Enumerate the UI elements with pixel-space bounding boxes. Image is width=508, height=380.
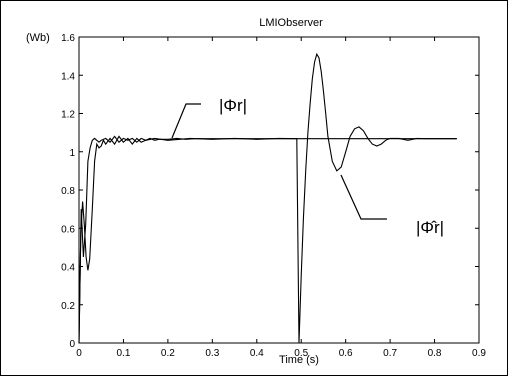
y-tick-label: 1.4 xyxy=(61,71,75,82)
series-line-1 xyxy=(78,52,457,344)
y-tick-label: 0 xyxy=(69,339,75,350)
x-tick-label: 0.9 xyxy=(472,348,486,359)
axes-box xyxy=(78,36,480,344)
x-tick-label: 0.3 xyxy=(205,348,219,359)
y-tick-label: 1.2 xyxy=(61,110,75,121)
chart-title: LMIObserver xyxy=(259,17,323,29)
annotation-pointer-phi-hat-r xyxy=(340,174,387,220)
annotation-pointer-phi-r xyxy=(171,103,201,139)
y-tick-label: 1.6 xyxy=(61,33,75,44)
y-axis-label: (Wb) xyxy=(26,32,50,44)
y-tick-label: 0.4 xyxy=(61,263,75,274)
x-tick-label: 0.5 xyxy=(294,348,308,359)
y-tick-label: 0.6 xyxy=(61,224,75,235)
y-tick-label: 0.2 xyxy=(61,301,75,312)
y-tick-label: 0.8 xyxy=(61,186,75,197)
x-axis-label: Time (s) xyxy=(279,354,319,366)
annotation-phi-r: |Φr| xyxy=(219,96,247,115)
x-tick-label: 0.7 xyxy=(383,348,397,359)
y-tick-label: 1 xyxy=(69,148,75,159)
plot-area: 0 0.1 0.2 0.3 0.4 0.5 0.6 0.7 0.8 0.9 0 0.2 0.4 0.6 0.… xyxy=(61,33,486,359)
x-tick-label: 0 xyxy=(76,348,82,359)
x-tick-label: 0.6 xyxy=(339,348,353,359)
x-tick-label: 0.1 xyxy=(116,348,130,359)
x-tick-label: 0.4 xyxy=(250,348,264,359)
x-tick-label: 0.2 xyxy=(161,348,175,359)
x-tick-label: 0.8 xyxy=(428,348,442,359)
annotation-phi-hat-r: |Φ̂r| xyxy=(416,218,444,237)
series-line-0 xyxy=(78,135,457,344)
